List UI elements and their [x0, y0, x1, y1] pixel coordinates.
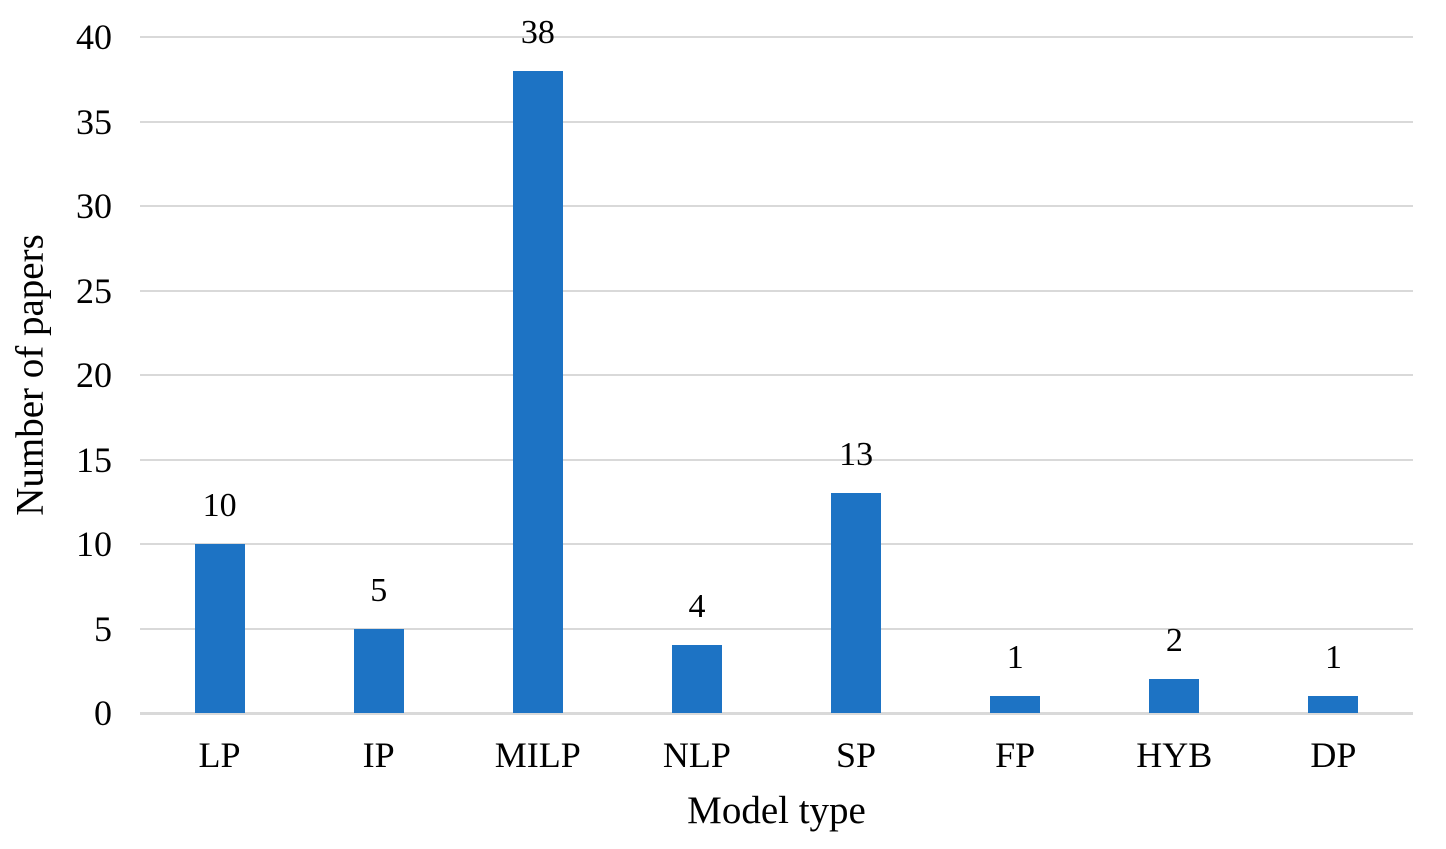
gridline [140, 205, 1413, 207]
x-tick-label-dp: DP [1310, 735, 1357, 775]
x-tick-label-ip: IP [362, 735, 395, 775]
x-tick-label-fp: FP [995, 735, 1036, 775]
value-label-milp: 38 [520, 13, 555, 51]
bar-lp [194, 544, 245, 713]
gridline [140, 374, 1413, 376]
bar-hyb [1149, 679, 1200, 713]
y-tick-label: 5 [94, 608, 112, 649]
gridline [140, 458, 1413, 461]
bar-dp [1308, 696, 1359, 713]
y-tick-label: 0 [94, 693, 112, 733]
gridline [140, 36, 1413, 38]
value-label-nlp: 4 [688, 588, 706, 626]
value-label-hyb: 2 [1165, 622, 1183, 660]
gridline [140, 120, 1413, 123]
value-label-fp: 1 [1006, 639, 1024, 677]
y-tick-label: 35 [76, 101, 112, 142]
bar-ip [353, 628, 404, 713]
value-label-sp: 13 [839, 436, 874, 474]
bar-sp [831, 493, 882, 713]
y-tick-label: 15 [76, 439, 112, 480]
plot-area [140, 36, 1413, 715]
x-tick-label-sp: SP [836, 735, 877, 775]
x-axis-title: Model type [687, 789, 866, 832]
x-axis-line [140, 712, 1413, 715]
bar-nlp [671, 645, 722, 713]
x-tick-label-lp: LP [198, 735, 241, 775]
gridline [140, 627, 1413, 630]
value-label-ip: 5 [370, 571, 388, 609]
value-label-dp: 1 [1324, 639, 1342, 677]
y-tick-label: 25 [76, 270, 112, 311]
x-tick-label-hyb: HYB [1136, 735, 1213, 775]
gridline [140, 289, 1413, 292]
y-tick-label: 30 [76, 186, 112, 226]
y-tick-label: 40 [76, 17, 112, 57]
x-tick-label-milp: MILP [494, 735, 581, 775]
y-tick-label: 10 [76, 524, 112, 564]
bar-fp [990, 696, 1041, 713]
bar-milp [512, 70, 563, 713]
value-label-lp: 10 [202, 487, 237, 524]
y-tick-label: 20 [76, 355, 112, 395]
x-tick-label-nlp: NLP [662, 735, 731, 775]
gridline [140, 543, 1413, 545]
